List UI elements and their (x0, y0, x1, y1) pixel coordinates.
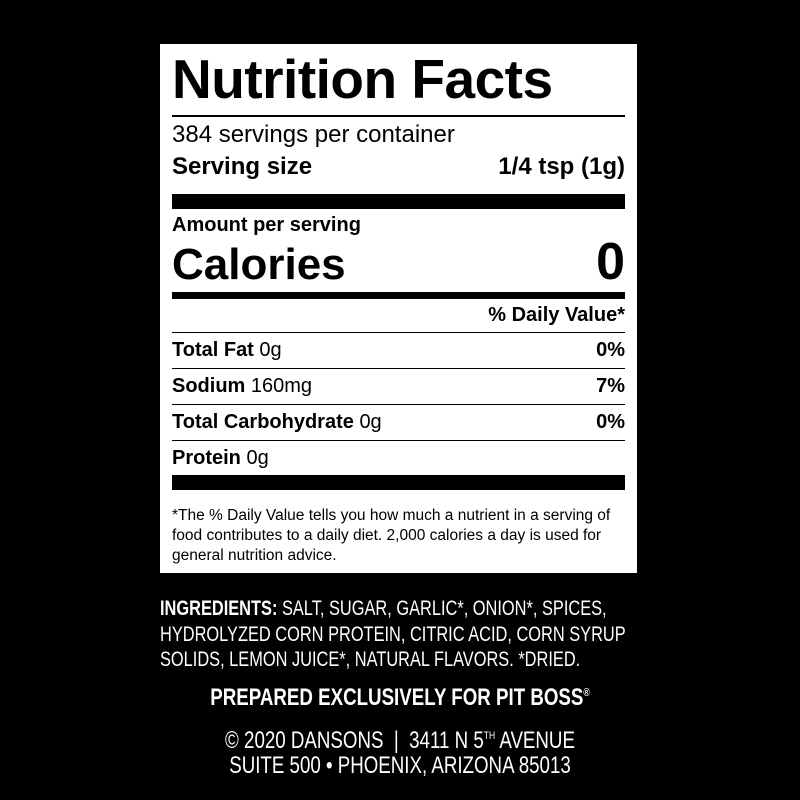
nutrient-row-sodium: Sodium 160mg 7% (172, 375, 625, 398)
nutrient-dv: 0% (596, 411, 625, 433)
nutrient-amount: 0g (246, 447, 269, 469)
nutrient-row-total-carbohydrate: Total Carbohydrate 0g 0% (172, 411, 625, 434)
serving-size-label: Serving size (172, 153, 313, 180)
ingredients-line-2: HYDROLYZED CORN PROTEIN, CITRIC ACID, CO… (160, 623, 626, 646)
calories-value: 0 (596, 233, 625, 291)
ingredients-line-1: INGREDIENTS: SALT, SUGAR, GARLIC*, ONION… (160, 597, 607, 621)
nutrient-name: Total Fat (172, 339, 254, 361)
serving-size-value: 1/4 tsp (1g) (498, 153, 625, 180)
ingredients-text: SALT, SUGAR, GARLIC*, ONION*, SPICES, (281, 597, 607, 620)
address-text: AVENUE (495, 727, 575, 754)
label-title: Nutrition Facts (172, 48, 553, 110)
nutrient-amount: 160mg (250, 375, 313, 397)
divider (172, 440, 625, 441)
prepared-text: PREPARED EXCLUSIVELY FOR PIT BOSS (210, 684, 584, 711)
thick-divider (172, 475, 625, 490)
calories-label: Calories (172, 240, 346, 289)
divider (172, 115, 625, 117)
nutrient-name: Total Carbohydrate (172, 411, 354, 433)
nutrient-amount: 0g (359, 411, 382, 433)
divider (172, 368, 625, 369)
address-line-1: © 2020 DANSONS | 3411 N 5TH AVENUE (225, 727, 575, 755)
nutrient-row-protein: Protein 0g (172, 447, 625, 470)
divider (172, 332, 625, 333)
ingredients-line-3: SOLIDS, LEMON JUICE*, NATURAL FLAVORS. *… (160, 648, 581, 671)
thick-divider (172, 194, 625, 209)
nutrient-amount: 0g (259, 339, 282, 361)
footnote: *The % Daily Value tells you how much a … (172, 507, 611, 564)
divider (172, 404, 625, 405)
prepared-for: PREPARED EXCLUSIVELY FOR PIT BOSS® (210, 684, 589, 712)
medium-divider (172, 292, 625, 299)
servings-per-container: 384 servings per container (172, 121, 455, 148)
serving-size-row: Serving size 1/4 tsp (1g) (172, 153, 625, 181)
calories-row: Calories 0 (172, 236, 625, 291)
registered-mark: ® (583, 687, 590, 699)
nutrient-name: Protein (172, 447, 241, 469)
nutrient-dv: 0% (596, 339, 625, 361)
ingredients-heading: INGREDIENTS: (160, 597, 278, 620)
nutrient-dv: 7% (596, 375, 625, 397)
amount-per-serving: Amount per serving (172, 214, 361, 236)
address-text: © 2020 DANSONS | 3411 N 5 (225, 727, 484, 754)
address-line-2: SUITE 500 • PHOENIX, ARIZONA 85013 (229, 752, 571, 779)
nutrient-name: Sodium (172, 375, 246, 397)
ordinal-suffix: TH (483, 730, 496, 742)
nutrition-facts-label: Nutrition Facts 384 servings per contain… (160, 44, 637, 573)
daily-value-header: % Daily Value* (488, 304, 625, 326)
nutrient-row-total-fat: Total Fat 0g 0% (172, 339, 625, 362)
